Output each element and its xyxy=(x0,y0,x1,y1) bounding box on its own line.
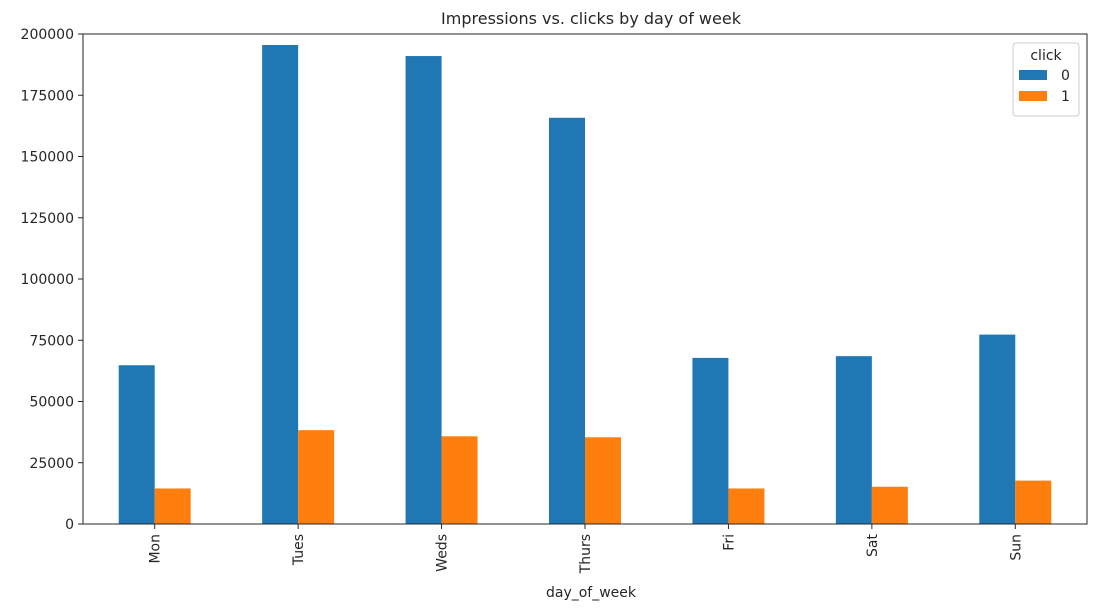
y-tick-label: 100000 xyxy=(21,272,74,288)
bar-fri-click-0 xyxy=(692,357,729,524)
x-tick-label: Fri xyxy=(721,534,737,551)
bar-tues-click-0 xyxy=(262,45,299,525)
x-axis-label: day_of_week xyxy=(546,585,637,601)
y-tick-label: 50000 xyxy=(29,395,74,411)
x-tick-label: Sun xyxy=(1008,534,1024,561)
x-tick-label: Weds xyxy=(435,534,451,572)
legend-label-0: 0 xyxy=(1061,68,1070,84)
legend-label-1: 1 xyxy=(1061,89,1070,105)
bar-tues-click-1 xyxy=(298,430,335,524)
y-tick-label: 75000 xyxy=(29,333,74,349)
bar-thurs-click-1 xyxy=(585,437,621,524)
bar-sat-click-1 xyxy=(871,486,908,524)
legend-swatch-1 xyxy=(1019,91,1047,101)
bar-mon-click-0 xyxy=(118,365,155,524)
bars xyxy=(118,45,1052,525)
x-tick-label: Sat xyxy=(865,534,881,557)
y-tick-label: 0 xyxy=(65,517,74,533)
legend: click 0 1 xyxy=(1012,42,1080,117)
bar-mon-click-1 xyxy=(154,488,191,524)
y-tick-label: 150000 xyxy=(21,150,74,166)
bar-weds-click-1 xyxy=(441,436,478,524)
y-axis: 0 25000 50000 75000 100000 125000 150000 175000… xyxy=(21,27,83,533)
x-tick-label: Mon xyxy=(148,534,164,564)
chart-title: Impressions vs. clicks by day of week xyxy=(441,9,742,28)
y-tick-label: 175000 xyxy=(21,88,74,104)
x-axis: Mon Tues Weds Thurs Fri Sat Sun xyxy=(148,524,1024,574)
bar-thurs-click-0 xyxy=(549,117,585,524)
y-tick-label: 125000 xyxy=(21,211,74,227)
legend-title: click xyxy=(1030,48,1062,64)
y-tick-label: 25000 xyxy=(29,456,74,472)
x-tick-label: Tues xyxy=(291,534,307,566)
y-tick-label: 200000 xyxy=(21,27,74,43)
legend-swatch-0 xyxy=(1019,70,1047,80)
plot-frame xyxy=(82,33,1088,525)
x-tick-label: Thurs xyxy=(578,534,594,574)
bar-sat-click-0 xyxy=(835,356,872,524)
bar-weds-click-0 xyxy=(405,56,442,525)
bar-sun-click-1 xyxy=(1015,480,1052,524)
bar-fri-click-1 xyxy=(728,488,765,524)
bar-sun-click-0 xyxy=(979,334,1016,524)
